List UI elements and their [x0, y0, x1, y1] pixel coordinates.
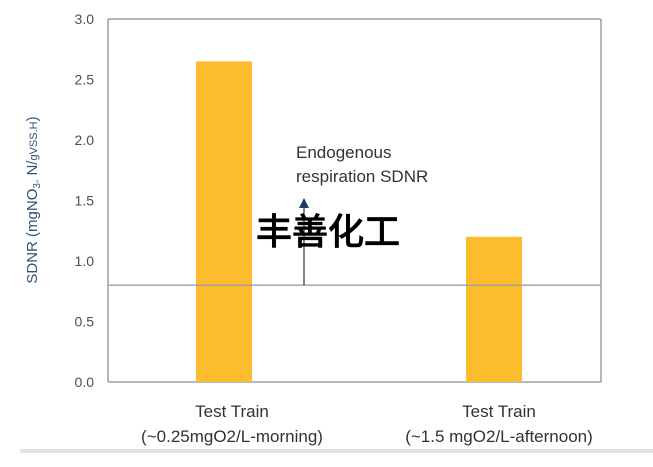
y-tick-label: 3.0 — [75, 11, 95, 27]
annotation-arrow-head — [299, 198, 309, 208]
annotation-text: Endogenous — [296, 143, 391, 162]
watermark-text: 丰善化工 — [256, 212, 400, 253]
x-category-label: (~0.25mgO2/L-morning) — [141, 427, 323, 446]
y-tick-label: 1.5 — [75, 193, 95, 209]
x-category-label: (~1.5 mgO2/L-afternoon) — [405, 427, 593, 446]
x-category-label: Test Train — [462, 402, 536, 421]
y-tick-label: 1.0 — [75, 253, 95, 269]
annotation-text: respiration SDNR — [296, 167, 428, 186]
bottom-divider — [20, 449, 653, 453]
bar — [196, 61, 252, 382]
x-category-label: Test Train — [195, 402, 269, 421]
y-axis-label-group: SDNR (mgNO3- N/gVSS.H) — [24, 116, 43, 283]
y-tick-label: 0.5 — [75, 314, 95, 330]
y-tick-label: 0.0 — [75, 374, 95, 390]
bar — [466, 236, 522, 382]
y-tick-label: 2.5 — [75, 72, 95, 88]
y-tick-label: 2.0 — [75, 132, 95, 148]
y-axis-label: SDNR (mgNO3- N/gVSS.H) — [24, 116, 43, 283]
